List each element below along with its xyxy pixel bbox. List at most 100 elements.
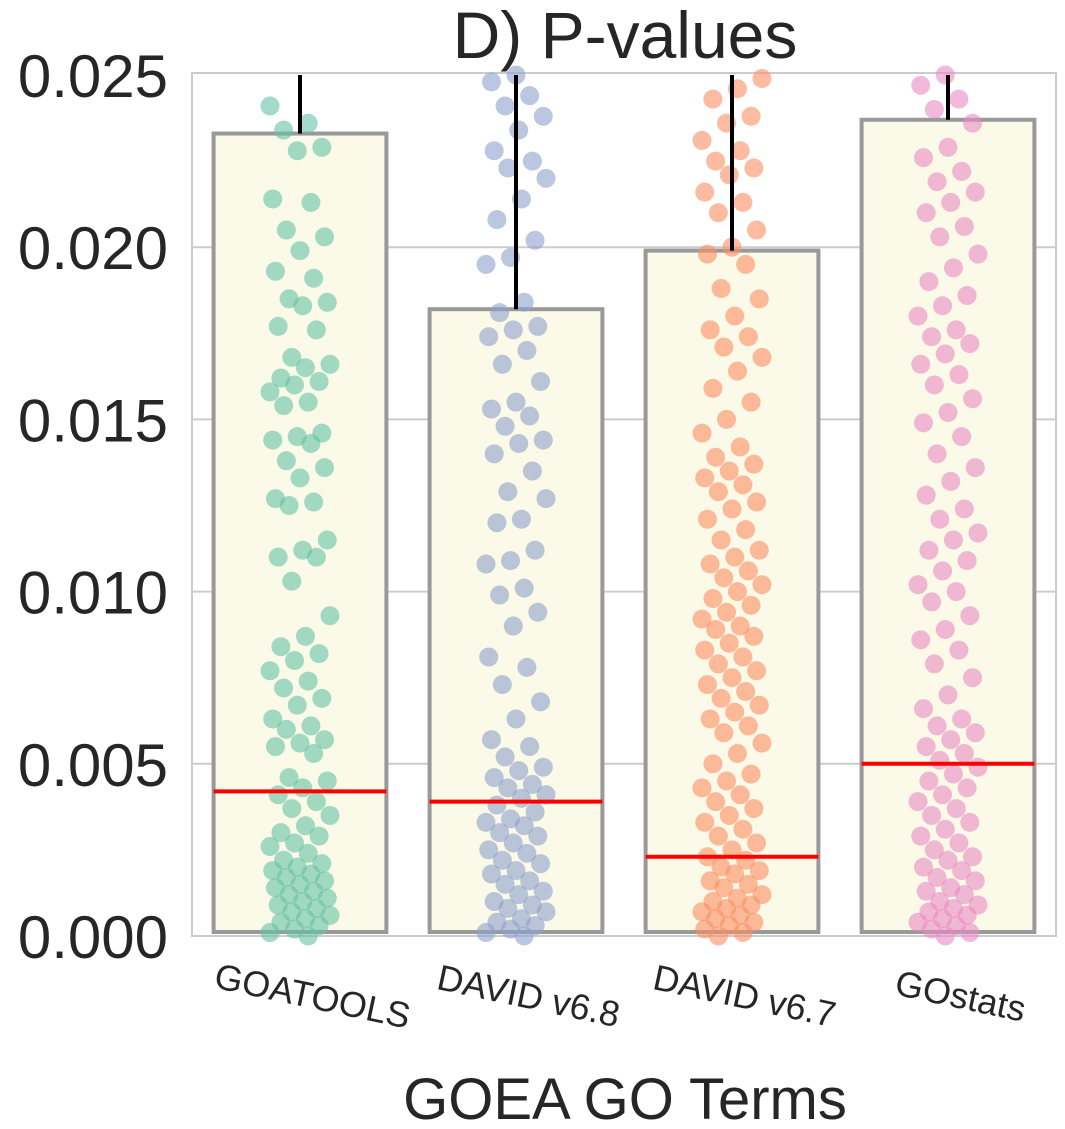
- data-point: [711, 530, 731, 550]
- data-point: [533, 430, 553, 450]
- data-point: [957, 551, 977, 571]
- data-point: [733, 475, 753, 495]
- data-point: [481, 399, 501, 419]
- data-point: [963, 847, 983, 867]
- data-point: [692, 423, 712, 443]
- data-point: [965, 723, 985, 743]
- data-point: [506, 861, 526, 881]
- data-point: [309, 372, 329, 392]
- data-point: [747, 492, 767, 512]
- data-point: [479, 647, 499, 667]
- data-point: [924, 654, 944, 674]
- data-point: [706, 151, 726, 171]
- data-point: [703, 588, 723, 608]
- data-point: [522, 774, 542, 794]
- data-point: [730, 141, 750, 161]
- data-point: [916, 737, 936, 757]
- data-point: [700, 320, 720, 340]
- data-point: [963, 668, 983, 688]
- data-point: [752, 68, 772, 88]
- data-point: [717, 409, 737, 429]
- y-tick-label: 0.015: [18, 387, 168, 454]
- data-point: [952, 709, 972, 729]
- data-point: [916, 881, 936, 901]
- data-point: [741, 392, 761, 412]
- data-point: [916, 203, 936, 223]
- data-point: [738, 874, 758, 894]
- data-point: [913, 413, 933, 433]
- data-point: [930, 227, 950, 247]
- data-point: [309, 644, 329, 664]
- data-point: [960, 334, 980, 354]
- data-point: [919, 540, 939, 560]
- data-point: [514, 292, 534, 312]
- data-point: [911, 826, 931, 846]
- x-tick-label: DAVID v6.8: [434, 956, 624, 1035]
- data-point: [935, 619, 955, 639]
- data-point: [320, 354, 340, 374]
- data-point: [531, 854, 551, 874]
- data-point: [744, 454, 764, 474]
- data-point: [965, 182, 985, 202]
- data-point: [722, 668, 742, 688]
- data-point: [922, 805, 942, 825]
- data-point: [260, 836, 280, 856]
- data-point: [960, 606, 980, 626]
- data-point: [476, 254, 496, 274]
- data-point: [484, 444, 504, 464]
- data-point: [279, 768, 299, 788]
- data-point: [938, 850, 958, 870]
- data-point: [490, 823, 510, 843]
- data-point: [479, 327, 499, 347]
- data-point: [711, 279, 731, 299]
- data-point: [719, 165, 739, 185]
- data-point: [711, 688, 731, 708]
- data-point: [747, 661, 767, 681]
- data-point: [517, 843, 537, 863]
- data-point: [514, 926, 534, 946]
- error-bars: [298, 75, 950, 310]
- data-point: [528, 316, 548, 336]
- data-point: [271, 823, 291, 843]
- data-point: [930, 509, 950, 529]
- data-point: [741, 106, 761, 126]
- data-point: [285, 833, 305, 853]
- data-point: [730, 785, 750, 805]
- data-point: [501, 551, 521, 571]
- data-point: [298, 113, 318, 133]
- data-point: [695, 640, 715, 660]
- data-point: [274, 120, 294, 140]
- data-point: [263, 709, 283, 729]
- data-point: [492, 850, 512, 870]
- data-point: [268, 785, 288, 805]
- data-point: [298, 843, 318, 863]
- data-point: [495, 416, 515, 436]
- data-point: [927, 444, 947, 464]
- data-point: [298, 392, 318, 412]
- data-point: [930, 750, 950, 770]
- data-point: [295, 816, 315, 836]
- data-point: [725, 864, 745, 884]
- data-point: [293, 778, 313, 798]
- data-point: [487, 795, 507, 815]
- data-point: [304, 743, 324, 763]
- data-point: [943, 258, 963, 278]
- data-point: [752, 347, 772, 367]
- data-point: [919, 771, 939, 791]
- data-point: [517, 657, 537, 677]
- data-point: [533, 757, 553, 777]
- data-point: [933, 561, 953, 581]
- data-point: [295, 626, 315, 646]
- data-point: [520, 737, 540, 757]
- data-point: [719, 633, 739, 653]
- data-point: [708, 826, 728, 846]
- data-point: [717, 771, 737, 791]
- data-point: [725, 547, 745, 567]
- data-point: [522, 151, 542, 171]
- data-point: [265, 737, 285, 757]
- data-point: [533, 881, 553, 901]
- data-point: [954, 743, 974, 763]
- data-point: [706, 447, 726, 467]
- data-point: [317, 530, 337, 550]
- data-point: [692, 609, 712, 629]
